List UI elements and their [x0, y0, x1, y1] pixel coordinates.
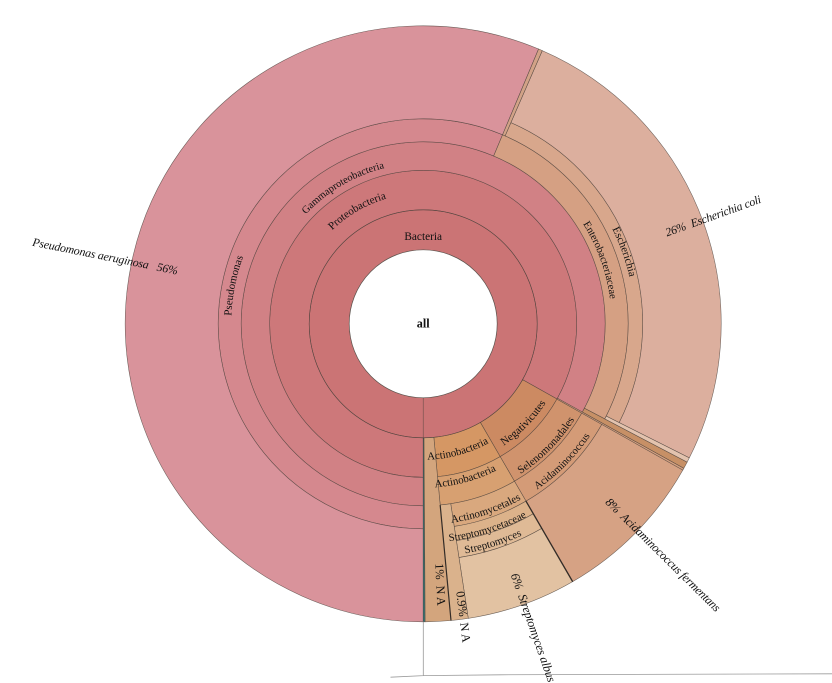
svg-text:Bacteria: Bacteria [404, 231, 442, 243]
svg-text:0.9% N A: 0.9% N A [453, 590, 473, 643]
svg-text:1% N A: 1% N A [432, 563, 448, 606]
svg-text:all: all [417, 317, 430, 331]
